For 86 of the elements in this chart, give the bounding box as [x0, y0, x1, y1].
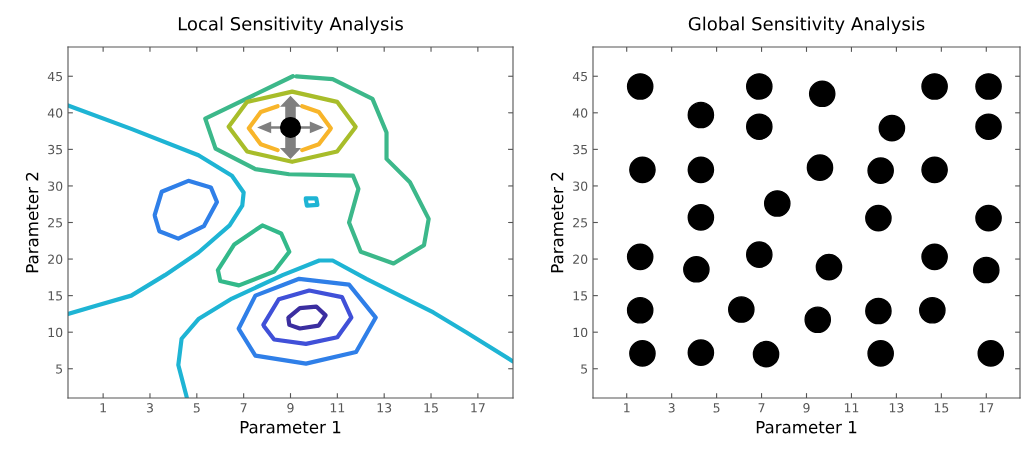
line-series	[203, 74, 431, 266]
y-tick-label: 30	[48, 181, 63, 191]
point	[687, 204, 715, 231]
point	[867, 340, 894, 367]
x-tick-label: 17	[979, 403, 994, 413]
y-tick-label: 5	[56, 364, 63, 374]
point	[806, 154, 834, 181]
point	[804, 306, 832, 334]
x-tick-label: 5	[193, 403, 200, 413]
chart-title: Local Sensitivity Analysis	[178, 16, 403, 35]
point	[629, 156, 656, 184]
x-tick-label: 15	[934, 403, 949, 413]
point	[867, 157, 894, 184]
line-series	[236, 276, 378, 366]
y-axis-title: Parameter 2	[550, 172, 564, 273]
line-series	[286, 304, 328, 331]
y-tick-label: 35	[48, 144, 63, 155]
y-tick-label: 40	[47, 108, 63, 118]
y-tick-label: 30	[573, 181, 588, 191]
y-tick-label: 20	[573, 254, 588, 264]
point	[977, 340, 1005, 367]
line-series	[176, 258, 513, 398]
x-tick-label: 1	[624, 403, 630, 413]
point	[815, 253, 843, 281]
y-tick-label: 10	[573, 327, 588, 338]
point	[865, 297, 892, 325]
point	[752, 340, 780, 368]
point	[629, 340, 656, 367]
point	[865, 204, 892, 232]
y-tick-label: 15	[573, 291, 588, 301]
x-tick-label: 7	[240, 403, 247, 413]
x-tick-label: 1	[100, 403, 106, 413]
x-axis-title: Parameter 1	[756, 421, 857, 434]
point	[808, 80, 836, 108]
x-tick-label: 3	[668, 403, 675, 413]
x-tick-label: 3	[146, 403, 153, 413]
y-tick-label: 25	[48, 217, 63, 228]
point	[921, 73, 948, 100]
x-axis-title: Parameter 1	[240, 421, 341, 434]
y-tick-label: 5	[581, 364, 588, 374]
point	[921, 243, 948, 271]
point	[972, 256, 1000, 284]
line-series	[68, 103, 246, 316]
y-tick-label: 45	[572, 71, 588, 82]
point	[975, 73, 1002, 100]
x-tick-label: 15	[424, 403, 438, 413]
point	[745, 113, 773, 141]
line-series	[215, 223, 292, 288]
x-tick-label: 9	[287, 403, 294, 413]
point	[975, 204, 1002, 232]
x-tick-label: 7	[758, 403, 765, 413]
y-tick-label: 45	[47, 71, 63, 82]
point	[745, 241, 773, 268]
point	[921, 156, 948, 184]
point	[919, 296, 946, 324]
point	[745, 73, 773, 100]
point	[687, 101, 715, 129]
line-series	[226, 89, 358, 164]
point	[683, 255, 710, 283]
point	[687, 156, 715, 184]
point	[763, 190, 791, 217]
y-tick-label: 20	[48, 254, 63, 264]
point	[687, 339, 715, 366]
x-tick-label: 17	[471, 403, 485, 413]
y-tick-label: 25	[573, 217, 588, 228]
x-tick-label: 13	[889, 403, 904, 413]
point	[975, 113, 1002, 141]
chart-title: Global Sensitivity Analysis	[688, 16, 925, 35]
x-tick-label: 11	[844, 403, 859, 413]
line-series	[261, 288, 354, 346]
point	[626, 73, 654, 100]
line-series	[152, 178, 220, 241]
line-series	[303, 196, 320, 208]
y-tick-label: 10	[48, 327, 63, 338]
point	[878, 114, 906, 142]
y-tick-label: 40	[572, 108, 588, 118]
point	[728, 296, 755, 323]
x-tick-label: 5	[713, 403, 720, 413]
x-tick-label: 9	[803, 403, 810, 413]
point	[626, 243, 654, 271]
point	[626, 296, 654, 324]
y-tick-label: 35	[573, 144, 588, 155]
x-tick-label: 11	[330, 403, 345, 413]
x-tick-label: 13	[377, 403, 392, 413]
y-axis-title: Parameter 2	[25, 172, 39, 273]
y-tick-label: 15	[48, 291, 63, 301]
